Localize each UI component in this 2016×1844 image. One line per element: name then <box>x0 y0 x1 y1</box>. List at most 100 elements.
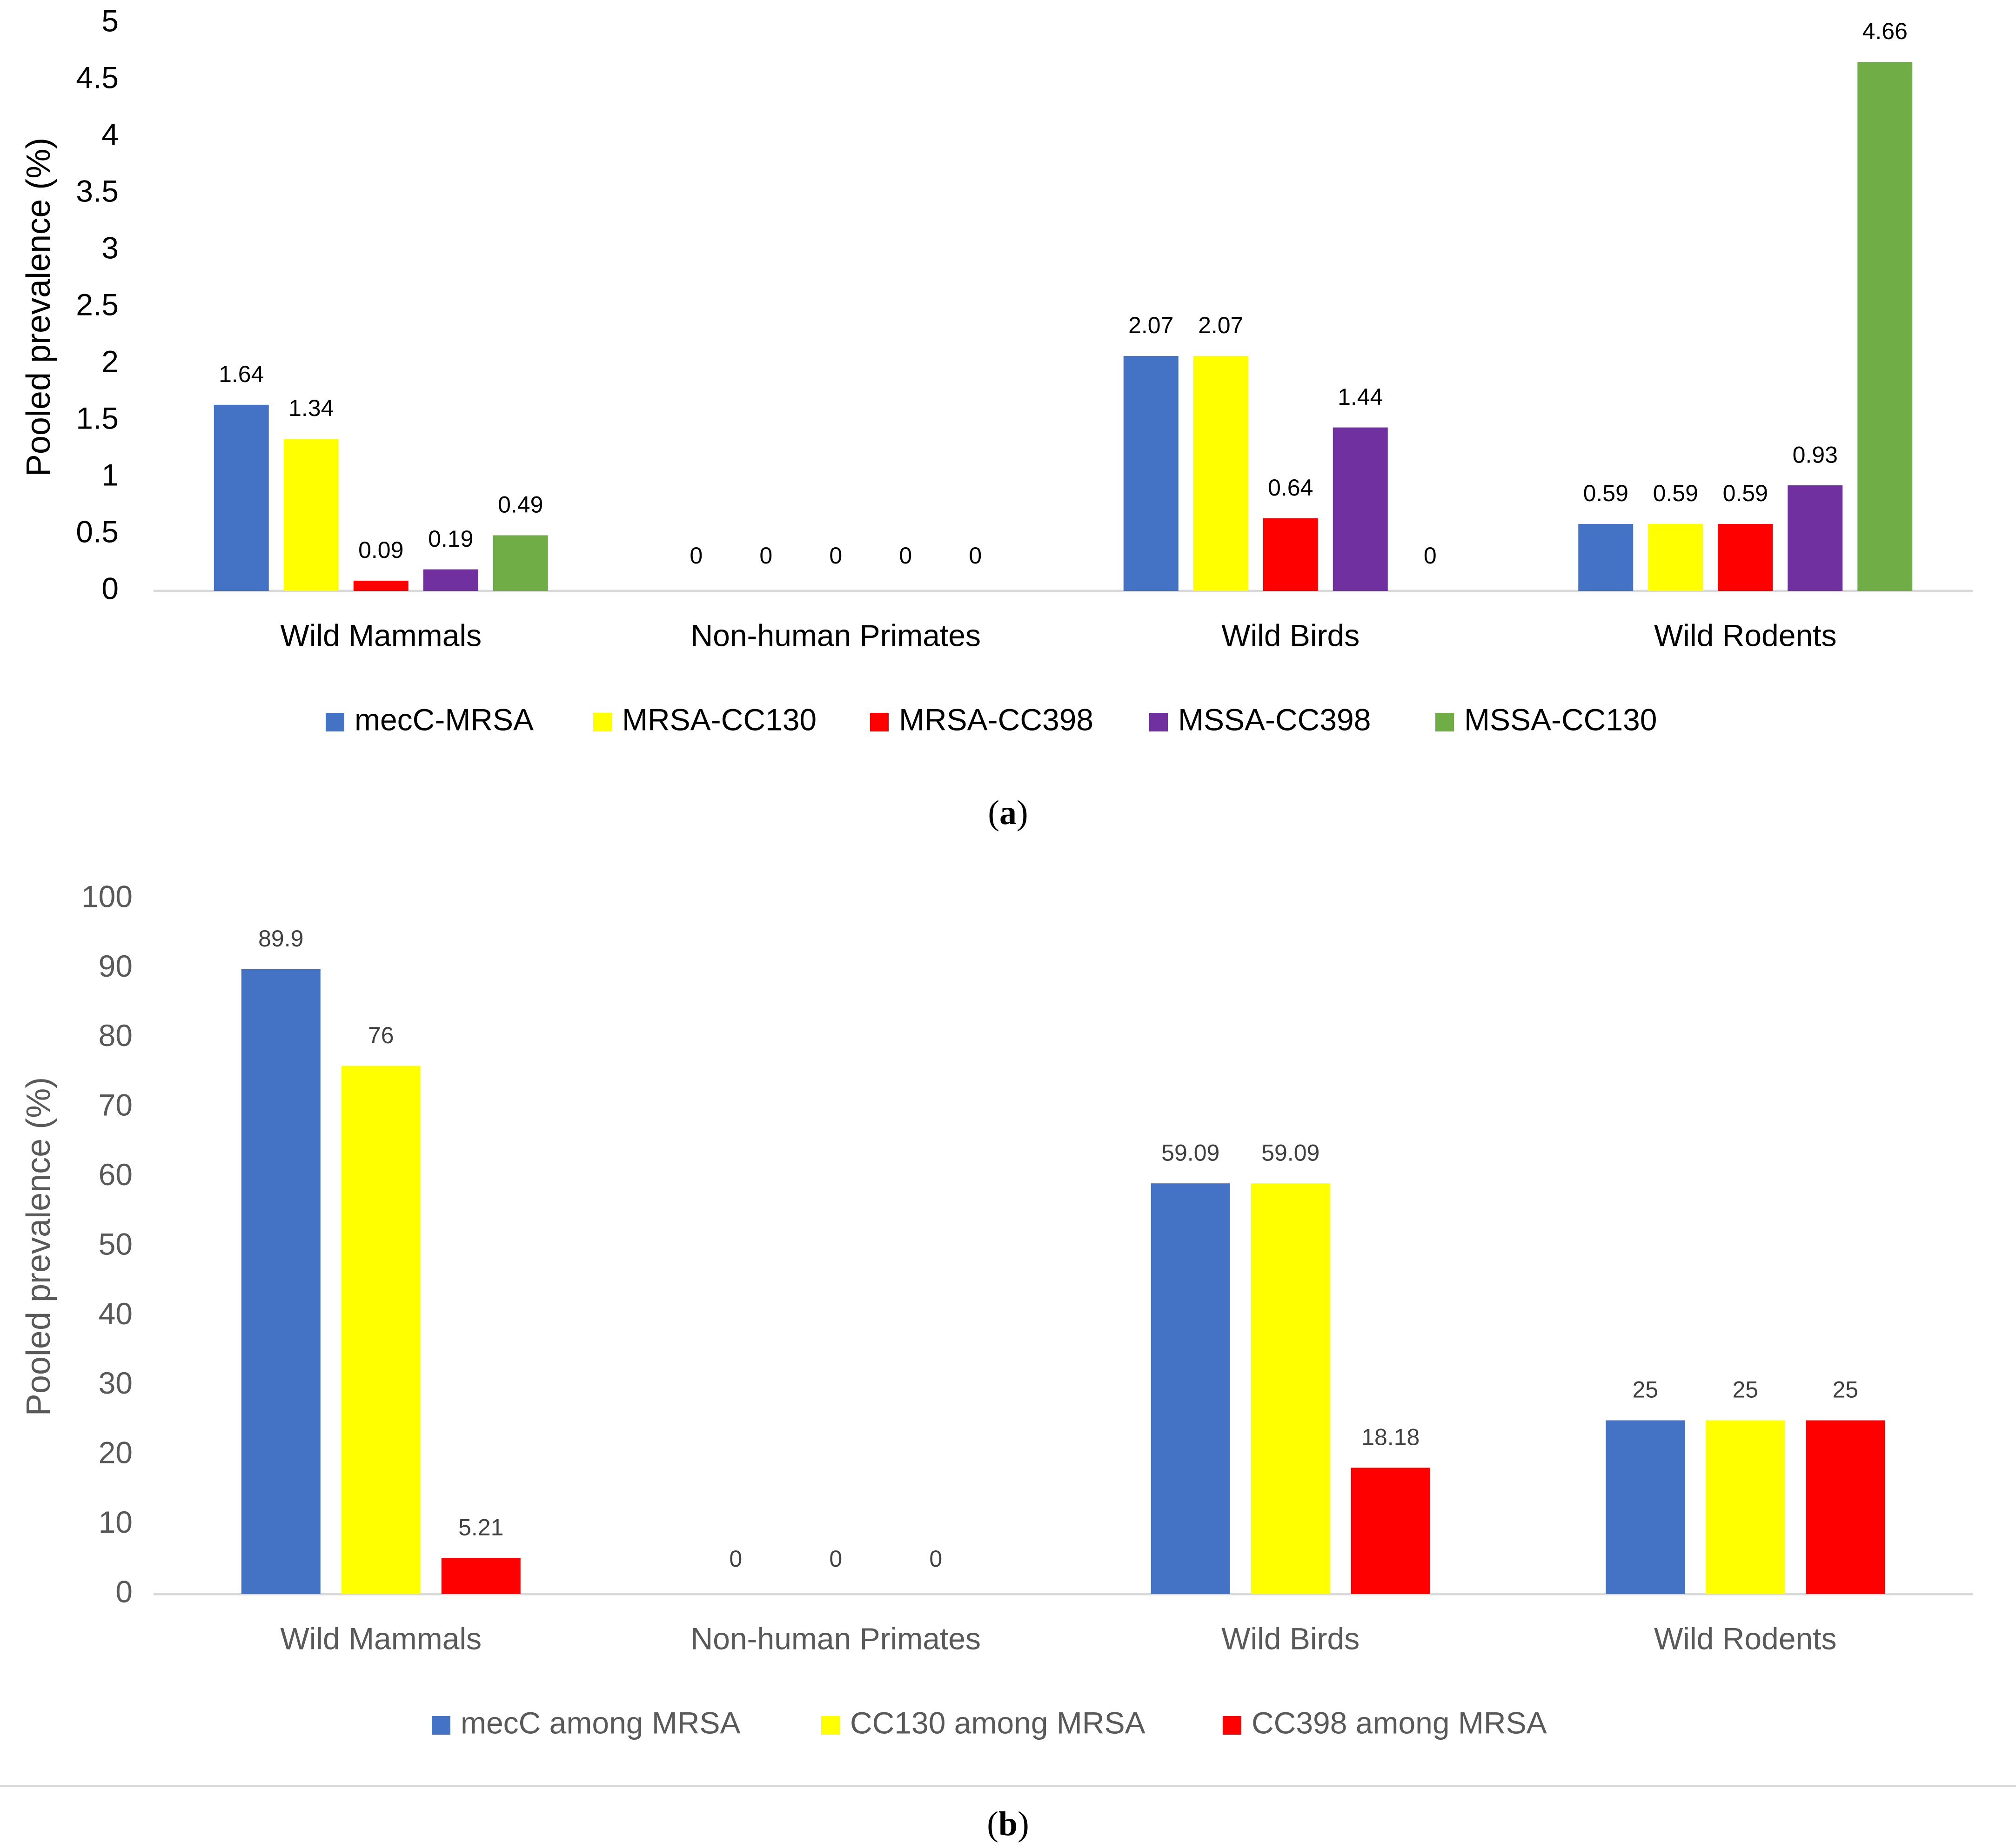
bar <box>493 535 548 591</box>
y-tick-label: 10 <box>99 1505 133 1539</box>
chart-a: 0 0.5 1 1.5 2 2.5 3 3.5 4 4.5 5 Pooled prevalence (… <box>20 3 1973 737</box>
y-tick-label: 30 <box>99 1366 133 1400</box>
x-tick-label: Wild Mammals <box>280 1621 482 1656</box>
bar <box>283 439 339 591</box>
panel-label-b: (b) <box>987 1805 1029 1843</box>
bar <box>1806 1420 1885 1594</box>
data-label: 2.07 <box>1198 312 1243 338</box>
bar <box>241 969 321 1594</box>
y-tick-label: 4.5 <box>76 60 119 94</box>
data-label: 0 <box>829 1546 842 1572</box>
data-label: 59.09 <box>1261 1140 1319 1166</box>
bar <box>214 404 269 591</box>
data-label: 1.34 <box>288 395 334 421</box>
data-label: 25 <box>1632 1377 1658 1403</box>
separator-line <box>0 1785 2016 1787</box>
legend-label: MRSA-CC130 <box>622 702 817 737</box>
bar <box>423 569 478 591</box>
legend-swatch <box>326 713 344 731</box>
bar <box>341 1066 421 1594</box>
data-label: 0 <box>690 543 703 569</box>
data-label: 2.07 <box>1128 312 1173 338</box>
data-label: 0 <box>899 543 912 569</box>
legend-label: mecC among MRSA <box>461 1705 741 1740</box>
data-label: 18.18 <box>1361 1424 1420 1450</box>
bar <box>353 581 409 591</box>
legend-label: MSSA-CC130 <box>1464 702 1657 737</box>
y-tick-label: 1.5 <box>76 401 119 435</box>
x-tick-label: Wild Rodents <box>1654 618 1837 652</box>
data-label: 0 <box>729 1546 742 1572</box>
x-tick-label: Non-human Primates <box>690 618 981 652</box>
y-tick-label: 0 <box>101 571 119 605</box>
y-tick-label: 0.5 <box>76 514 119 549</box>
legend-swatch <box>1435 713 1454 731</box>
bar <box>1706 1420 1785 1594</box>
data-label: 0 <box>969 543 982 569</box>
legend-label: MRSA-CC398 <box>899 702 1093 737</box>
x-tick-label: Non-human Primates <box>690 1621 981 1656</box>
data-label: 0.93 <box>1793 442 1838 468</box>
x-tick-label: Wild Rodents <box>1654 1621 1837 1656</box>
bar <box>1578 524 1634 591</box>
data-label: 4.66 <box>1862 18 1908 44</box>
y-tick-label: 1 <box>101 457 119 492</box>
legend-swatch <box>1149 713 1168 731</box>
data-label: 0.59 <box>1583 480 1628 506</box>
x-tick-label: Wild Mammals <box>280 618 482 652</box>
data-label: 0.19 <box>428 526 473 552</box>
y-tick-label: 50 <box>99 1227 133 1261</box>
legend-swatch <box>1223 1716 1241 1735</box>
y-tick-label: 3 <box>101 230 119 265</box>
y-axis-title: Pooled prevalence (%) <box>20 138 57 476</box>
data-label: 0.64 <box>1268 475 1313 501</box>
data-label: 0.49 <box>498 492 543 518</box>
data-label: 0 <box>1424 543 1437 569</box>
y-tick-label: 2.5 <box>76 287 119 322</box>
bar <box>1606 1420 1685 1594</box>
y-tick-label: 5 <box>101 3 119 38</box>
legend-swatch <box>870 713 889 731</box>
bar <box>1251 1183 1330 1594</box>
y-tick-label: 60 <box>99 1157 133 1192</box>
legend-label: mecC-MRSA <box>355 702 534 737</box>
x-tick-label: Wild Birds <box>1221 618 1360 652</box>
data-label: 0.09 <box>358 537 403 563</box>
legend-label: MSSA-CC398 <box>1178 702 1371 737</box>
y-tick-label: 20 <box>99 1435 133 1470</box>
y-tick-label: 100 <box>81 879 133 913</box>
bar <box>1193 355 1248 591</box>
data-label: 0 <box>929 1546 942 1572</box>
data-label: 0.59 <box>1723 480 1768 506</box>
data-label: 0.59 <box>1653 480 1698 506</box>
y-tick-label: 90 <box>99 949 133 983</box>
data-label: 25 <box>1832 1377 1858 1403</box>
bar <box>1788 485 1843 591</box>
legend-swatch <box>593 713 612 731</box>
legend-label: CC398 among MRSA <box>1252 1705 1547 1740</box>
data-label: 89.9 <box>258 925 303 952</box>
data-label: 1.44 <box>1338 384 1383 410</box>
bar <box>1648 524 1703 591</box>
y-tick-label: 2 <box>101 344 119 378</box>
y-tick-label: 70 <box>99 1088 133 1122</box>
bar <box>1718 524 1773 591</box>
data-label: 0 <box>759 543 772 569</box>
y-tick-label: 40 <box>99 1296 133 1331</box>
bar <box>1857 61 1913 591</box>
panel-label-a: (a) <box>988 794 1028 832</box>
data-label: 59.09 <box>1161 1140 1219 1166</box>
legend-label: CC130 among MRSA <box>850 1705 1145 1740</box>
chart-b: 0 10 20 30 40 50 60 70 80 90 100 Pooled prevalence … <box>20 879 1973 1740</box>
y-tick-label: 4 <box>101 117 119 151</box>
data-label: 0 <box>829 543 842 569</box>
legend-swatch <box>432 1716 450 1735</box>
y-tick-label: 3.5 <box>76 174 119 208</box>
bar <box>1333 427 1388 591</box>
y-tick-label: 80 <box>99 1018 133 1053</box>
bar <box>441 1558 521 1594</box>
data-label: 1.64 <box>219 361 264 387</box>
y-axis-title: Pooled prevalence (%) <box>20 1077 57 1416</box>
data-label: 25 <box>1732 1377 1758 1403</box>
